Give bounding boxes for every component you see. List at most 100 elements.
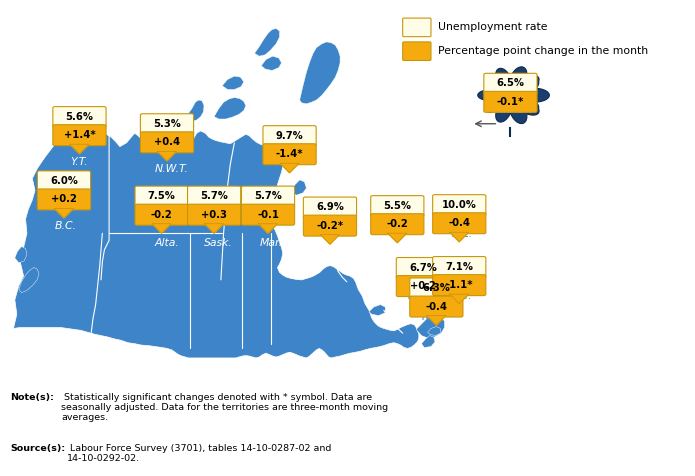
- FancyBboxPatch shape: [263, 126, 316, 147]
- FancyBboxPatch shape: [241, 186, 295, 207]
- Polygon shape: [19, 268, 39, 293]
- Polygon shape: [427, 316, 445, 325]
- Text: Source(s):: Source(s):: [10, 444, 65, 453]
- Text: 5.6%: 5.6%: [65, 112, 93, 122]
- Text: N.B.: N.B.: [407, 291, 430, 301]
- FancyBboxPatch shape: [484, 73, 537, 94]
- Polygon shape: [222, 76, 244, 89]
- Text: 5.3%: 5.3%: [153, 119, 181, 129]
- FancyBboxPatch shape: [303, 197, 357, 218]
- Polygon shape: [414, 295, 432, 305]
- FancyBboxPatch shape: [433, 257, 486, 278]
- Text: -0.2: -0.2: [386, 219, 408, 229]
- FancyBboxPatch shape: [263, 144, 316, 165]
- Polygon shape: [369, 305, 385, 316]
- Text: 10.0%: 10.0%: [442, 200, 477, 210]
- Polygon shape: [427, 327, 441, 336]
- Polygon shape: [54, 208, 74, 218]
- Polygon shape: [416, 315, 444, 338]
- FancyBboxPatch shape: [370, 196, 424, 217]
- Polygon shape: [320, 235, 339, 244]
- Text: P.E.I.: P.E.I.: [447, 291, 473, 301]
- FancyBboxPatch shape: [38, 189, 90, 210]
- Text: Note(s):: Note(s):: [10, 393, 54, 402]
- Text: Alta.: Alta.: [154, 238, 179, 248]
- Text: Unemployment rate: Unemployment rate: [438, 22, 547, 32]
- Text: +0.2: +0.2: [51, 194, 77, 205]
- FancyBboxPatch shape: [402, 18, 431, 37]
- FancyBboxPatch shape: [396, 276, 450, 297]
- FancyBboxPatch shape: [370, 214, 424, 235]
- FancyBboxPatch shape: [241, 204, 295, 225]
- FancyBboxPatch shape: [396, 258, 450, 278]
- Polygon shape: [15, 247, 27, 263]
- Polygon shape: [158, 151, 177, 161]
- FancyBboxPatch shape: [135, 204, 188, 225]
- Text: N.L.: N.L.: [451, 229, 473, 239]
- Polygon shape: [152, 224, 171, 233]
- Text: Y.T.: Y.T.: [71, 157, 88, 167]
- Polygon shape: [300, 42, 340, 104]
- Text: Statistically significant changes denoted with * symbol. Data are
seasonally adj: Statistically significant changes denote…: [61, 393, 389, 423]
- FancyBboxPatch shape: [53, 125, 106, 146]
- Text: 7.1%: 7.1%: [445, 262, 473, 272]
- Text: 5.7%: 5.7%: [200, 191, 228, 201]
- Polygon shape: [422, 336, 435, 347]
- Text: +0.3: +0.3: [201, 209, 227, 220]
- Polygon shape: [261, 56, 281, 70]
- Text: 6.5%: 6.5%: [496, 79, 525, 89]
- Text: Ont.: Ont.: [322, 247, 345, 258]
- FancyBboxPatch shape: [135, 186, 188, 207]
- Text: Labour Force Survey (3701), tables 14-10-0287-02 and
14-10-0292-02.: Labour Force Survey (3701), tables 14-10…: [67, 444, 332, 463]
- Polygon shape: [280, 163, 299, 173]
- FancyBboxPatch shape: [410, 278, 463, 299]
- Text: Sask.: Sask.: [204, 238, 234, 248]
- FancyBboxPatch shape: [53, 107, 106, 128]
- Text: 6.7%: 6.7%: [409, 263, 437, 273]
- Polygon shape: [450, 294, 468, 304]
- Polygon shape: [477, 67, 549, 124]
- Text: 6.9%: 6.9%: [316, 202, 344, 212]
- Text: -0.2*: -0.2*: [316, 220, 343, 231]
- Polygon shape: [205, 224, 224, 233]
- Text: Nvt.: Nvt.: [281, 172, 304, 182]
- Polygon shape: [259, 224, 277, 233]
- FancyBboxPatch shape: [188, 204, 240, 225]
- Text: 5.7%: 5.7%: [254, 191, 282, 201]
- Text: -0.4: -0.4: [425, 301, 448, 312]
- FancyBboxPatch shape: [484, 91, 537, 112]
- Polygon shape: [388, 233, 407, 243]
- Text: Que.: Que.: [390, 246, 416, 256]
- Polygon shape: [291, 180, 306, 195]
- Polygon shape: [13, 128, 419, 358]
- Polygon shape: [254, 29, 279, 56]
- Text: 9.7%: 9.7%: [276, 131, 304, 141]
- Text: N.S.: N.S.: [422, 312, 444, 323]
- Text: -0.4: -0.4: [448, 218, 471, 228]
- Text: 5.5%: 5.5%: [384, 201, 411, 211]
- FancyBboxPatch shape: [433, 195, 486, 216]
- FancyBboxPatch shape: [188, 186, 240, 207]
- Text: B.C.: B.C.: [55, 221, 77, 231]
- Polygon shape: [450, 232, 468, 242]
- Polygon shape: [214, 98, 246, 119]
- Text: -0.1: -0.1: [257, 209, 279, 220]
- Text: 6.3%: 6.3%: [423, 283, 450, 293]
- Text: +0.4: +0.4: [154, 137, 180, 148]
- Text: N.W.T.: N.W.T.: [155, 164, 188, 174]
- Text: 7.5%: 7.5%: [147, 191, 176, 201]
- Text: +1.4*: +1.4*: [63, 130, 95, 140]
- Text: -1.1*: -1.1*: [445, 280, 473, 290]
- Text: Percentage point change in the month: Percentage point change in the month: [438, 46, 648, 56]
- Polygon shape: [187, 100, 204, 121]
- FancyBboxPatch shape: [303, 215, 357, 236]
- FancyBboxPatch shape: [410, 296, 463, 317]
- FancyBboxPatch shape: [140, 114, 194, 135]
- Text: 6.0%: 6.0%: [50, 176, 78, 186]
- FancyBboxPatch shape: [38, 171, 90, 192]
- Polygon shape: [70, 144, 89, 154]
- Text: -0.1*: -0.1*: [497, 97, 524, 107]
- Text: Man.: Man.: [259, 238, 286, 248]
- FancyBboxPatch shape: [433, 275, 486, 296]
- FancyBboxPatch shape: [433, 213, 486, 234]
